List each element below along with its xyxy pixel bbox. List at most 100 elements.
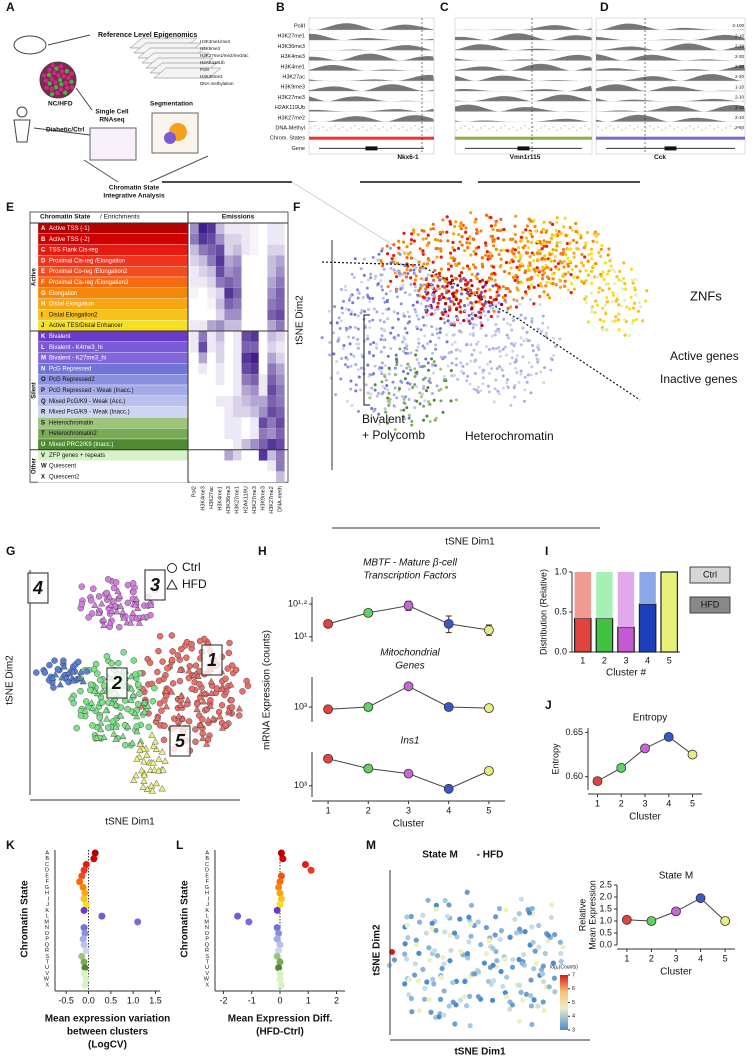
cell-point <box>465 241 469 245</box>
cell-point <box>529 905 535 912</box>
cell-point <box>341 347 345 351</box>
cell-point <box>424 357 428 361</box>
cell-point <box>419 302 423 306</box>
cell-point <box>405 267 409 272</box>
track-signal <box>309 108 434 112</box>
track-signal <box>455 54 592 61</box>
y-tick-label: B <box>205 856 209 862</box>
panel-label: I <box>545 544 548 558</box>
cell-point <box>526 910 533 916</box>
cell-point <box>600 243 604 247</box>
cell-point <box>486 318 490 322</box>
cell-point <box>140 771 148 778</box>
cell-point <box>427 258 431 262</box>
cell-point <box>491 978 497 984</box>
cell-point <box>584 295 588 299</box>
cell-point <box>386 285 390 289</box>
cell-point <box>604 261 608 265</box>
methyl-dot <box>693 128 695 130</box>
x-tick-label: -2 <box>219 995 227 1005</box>
cell-point <box>192 726 199 733</box>
methyl-dot <box>572 126 574 128</box>
cell-point <box>192 738 199 745</box>
y-tick-label: G <box>45 885 49 891</box>
point <box>276 889 284 897</box>
cell-point <box>533 224 537 229</box>
cell-point <box>419 328 423 332</box>
emission-cell <box>267 244 276 256</box>
cell-point <box>185 674 192 682</box>
cell-point <box>489 224 494 228</box>
x-tick-label: 5 <box>690 798 695 808</box>
track-signal <box>455 75 592 81</box>
cell-point <box>437 996 444 1002</box>
cell-point <box>458 240 462 244</box>
x-tick-label: 4 <box>698 953 703 963</box>
x-tick-label: 1.0 <box>127 995 140 1005</box>
emission-cell <box>224 341 233 353</box>
emission-cell <box>250 223 259 234</box>
cell-point <box>431 299 436 304</box>
cell-point <box>432 398 436 402</box>
emission-cell <box>224 385 233 396</box>
cell-point <box>537 248 542 253</box>
cell-point <box>452 232 456 236</box>
cell-point <box>511 349 515 353</box>
track-name: H3K4me3 <box>281 54 305 60</box>
state-name: Bivalent - K27me3_hi <box>49 356 106 362</box>
cell-point <box>467 267 472 271</box>
cell-point <box>583 297 587 301</box>
cell-point <box>450 285 454 289</box>
emission-cell <box>215 417 225 429</box>
cell-point <box>485 978 492 984</box>
x-tick-label: 3 <box>673 953 678 963</box>
axis-label: Chromatin State <box>180 880 191 958</box>
cell-point <box>465 379 469 383</box>
emission-cell <box>250 320 259 331</box>
state-name: Quiescent <box>49 464 76 470</box>
cell-point <box>631 281 635 285</box>
divider <box>321 261 641 401</box>
methyl-dot <box>456 129 458 131</box>
cell-point <box>132 671 139 678</box>
emission-col-label: H3K36me3 <box>226 486 232 514</box>
emission-cell <box>250 374 259 385</box>
cell-point <box>398 273 402 277</box>
cell-point <box>490 945 496 951</box>
cell-point <box>487 347 491 351</box>
cell-point <box>393 271 397 275</box>
axis-label: (LogCV) <box>88 1040 127 1051</box>
cell-point <box>533 960 539 966</box>
x-tick-label: 1 <box>595 798 600 808</box>
cell-point <box>352 276 356 280</box>
cell-point <box>407 416 411 420</box>
methyl-dot <box>354 125 356 127</box>
cell-point <box>445 340 449 344</box>
cell-point <box>516 280 520 285</box>
cell-point <box>449 399 453 403</box>
cell-point <box>551 277 555 281</box>
cell-point <box>515 265 519 269</box>
annotation: Active genes <box>670 349 739 363</box>
colorbar-tick-label: 5 <box>572 1000 575 1006</box>
cell-point <box>382 320 386 324</box>
point <box>301 860 309 868</box>
cell-point <box>364 383 368 387</box>
cell-point <box>526 264 531 268</box>
cell-point <box>342 344 346 348</box>
emission-cell <box>190 363 199 375</box>
cell-point <box>431 351 435 355</box>
cell-point <box>526 373 530 377</box>
cell-point <box>517 250 521 255</box>
point <box>663 731 674 742</box>
cell-point <box>389 331 393 335</box>
cell-point <box>607 287 611 291</box>
cell-point <box>396 311 400 315</box>
point <box>640 743 650 754</box>
track-frame <box>454 17 593 155</box>
cell-point <box>490 367 494 371</box>
chrom-state-bar <box>596 136 745 140</box>
cell-point <box>513 278 517 283</box>
cell-point <box>100 621 108 629</box>
cell-point <box>360 308 364 312</box>
